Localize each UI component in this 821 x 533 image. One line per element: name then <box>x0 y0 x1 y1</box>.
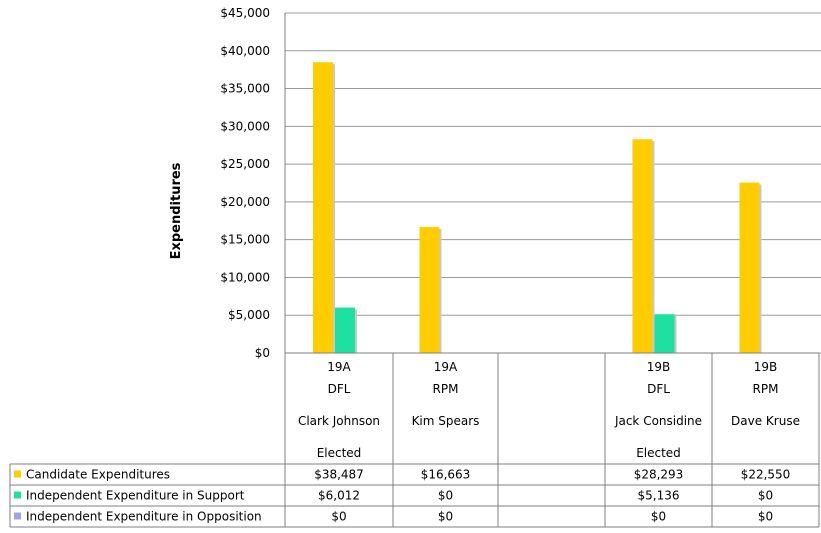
bar <box>632 139 653 353</box>
data-table: 19A DFL Clark Johnson Elected 19A RPM Kim Spea… <box>9 352 820 528</box>
table-cell-value: $28,293 <box>634 468 684 482</box>
table-cell-value: $0 <box>438 510 453 524</box>
y-tick-label: $20,000 <box>220 195 270 209</box>
y-axis-ticks: $0 $5,000 $10,000 $15,000 $20,000 $25,000 $30,… <box>220 6 270 360</box>
category-status: Elected <box>636 446 681 460</box>
y-tick-label: $5,000 <box>228 308 270 322</box>
category-district: 19A <box>327 360 351 374</box>
legend-swatch <box>14 512 21 520</box>
bar <box>419 227 440 353</box>
y-tick-label: $15,000 <box>220 233 270 247</box>
y-tick-label: $0 <box>255 346 270 360</box>
y-tick-label: $30,000 <box>220 119 270 133</box>
category-party: RPM <box>753 382 779 396</box>
table-cell-value: $38,487 <box>314 468 364 482</box>
table-cell-value: $22,550 <box>741 468 791 482</box>
category-party: RPM <box>433 382 459 396</box>
category-party: DFL <box>328 382 351 396</box>
bar <box>313 62 333 354</box>
category-name: Dave Kruse <box>731 414 800 428</box>
y-axis-label: Expenditures <box>169 162 184 259</box>
bars <box>313 62 762 354</box>
table-cell-value: $5,136 <box>638 489 680 503</box>
y-tick-label: $25,000 <box>220 157 270 171</box>
bar <box>739 182 760 353</box>
category-name: Jack Considine <box>614 414 702 428</box>
y-tick-label: $45,000 <box>220 6 270 20</box>
category-district: 19A <box>434 360 458 374</box>
y-tick-label: $40,000 <box>220 44 270 58</box>
legend-label: Independent Expenditure in Opposition <box>26 510 262 524</box>
category-name: Clark Johnson <box>298 414 380 428</box>
table-cell-value: $0 <box>758 489 773 503</box>
gridlines <box>284 12 821 354</box>
legend-swatch <box>14 491 21 499</box>
category-district: 19B <box>647 360 671 374</box>
bar <box>335 307 355 353</box>
table-cell-value: $0 <box>331 510 346 524</box>
y-tick-label: $10,000 <box>220 270 270 284</box>
legend-label: Candidate Expenditures <box>26 468 170 482</box>
category-status: Elected <box>317 446 362 460</box>
y-tick-label: $35,000 <box>220 82 270 96</box>
table-cell-value: $0 <box>438 489 453 503</box>
table-cell-value: $6,012 <box>318 489 360 503</box>
category-party: DFL <box>647 382 670 396</box>
table-cell-value: $0 <box>758 510 773 524</box>
legend-label: Independent Expenditure in Support <box>26 489 245 503</box>
table-cell-value: $0 <box>651 510 666 524</box>
category-district: 19B <box>754 360 778 374</box>
table-cell-value: $16,663 <box>421 468 471 482</box>
category-name: Kim Spears <box>412 414 480 428</box>
bar <box>654 314 675 353</box>
legend-swatch <box>14 470 21 478</box>
